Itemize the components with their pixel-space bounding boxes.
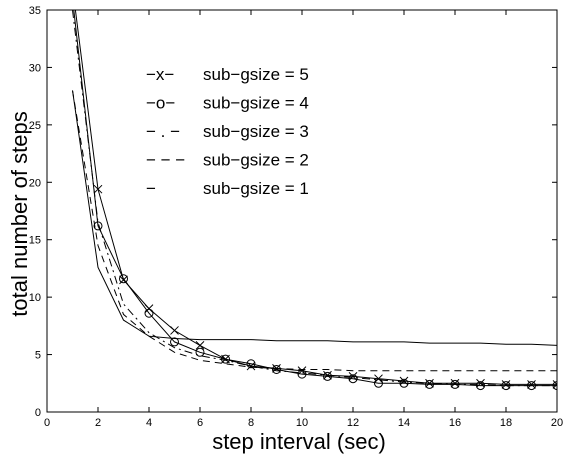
- y-tick-label: 0: [35, 407, 41, 419]
- x-tick-label: 16: [449, 417, 461, 429]
- data-point-x: [170, 326, 179, 335]
- y-tick-label: 20: [29, 177, 41, 189]
- legend-label: sub−gsize = 4: [203, 94, 309, 113]
- y-tick-label: 15: [29, 235, 41, 247]
- y-tick-label: 30: [29, 62, 41, 74]
- data-point-x: [195, 341, 205, 350]
- data-point-x: [527, 380, 536, 389]
- data-point-o: [399, 378, 409, 388]
- data-point-o: [374, 378, 383, 388]
- data-point-o: [246, 359, 256, 369]
- x-tick-label: 4: [146, 417, 152, 429]
- data-point-o: [297, 369, 307, 379]
- data-point-x: [450, 378, 460, 388]
- x-tick-label: 12: [347, 417, 359, 429]
- x-tick-label: 0: [44, 417, 50, 429]
- y-tick-label: 35: [29, 5, 41, 17]
- y-tick-label: 25: [29, 120, 41, 132]
- data-point-x: [93, 184, 103, 194]
- y-axis-title: total number of steps: [7, 111, 32, 316]
- legend-item: −x− sub−gsize = 5: [146, 65, 309, 84]
- x-tick-label: 18: [500, 417, 512, 429]
- legend-symbol: − . −: [146, 122, 180, 141]
- legend-label: sub−gsize = 2: [203, 151, 309, 170]
- series-3: [72, 10, 557, 387]
- legend-symbol: −o−: [146, 94, 175, 113]
- data-point-x: [374, 374, 383, 384]
- series-5: [72, 90, 557, 346]
- data-point-o: [195, 347, 205, 357]
- data-point-o: [93, 221, 103, 231]
- data-point-o: [272, 365, 281, 375]
- series-line: [72, 90, 557, 372]
- data-point-x: [144, 304, 154, 313]
- data-point-o: [476, 381, 485, 391]
- x-tick-label: 20: [551, 417, 563, 429]
- data-point-o: [170, 337, 179, 347]
- y-tick-label: 10: [29, 292, 41, 304]
- legend-symbol: −x−: [146, 65, 174, 84]
- data-point-o: [119, 274, 128, 284]
- data-point-o: [348, 374, 358, 384]
- x-tick-label: 8: [248, 417, 254, 429]
- data-point-o: [144, 308, 154, 318]
- series-line: [72, 10, 557, 387]
- series-group: [72, 10, 557, 391]
- data-point-x: [552, 380, 557, 389]
- data-point-o: [425, 379, 434, 389]
- legend-label: sub−gsize = 3: [203, 122, 309, 141]
- x-tick-label: 10: [296, 417, 308, 429]
- data-point-o: [323, 371, 332, 381]
- legend-item: − − − sub−gsize = 2: [146, 151, 309, 170]
- y-tick-label: 5: [35, 350, 41, 362]
- x-tick-label: 6: [197, 417, 203, 429]
- x-axis-title: step interval (sec): [212, 429, 386, 454]
- x-tick-label: 14: [398, 417, 410, 429]
- legend-label: sub−gsize = 1: [203, 179, 309, 198]
- legend-label: sub−gsize = 5: [203, 65, 309, 84]
- x-tick-label: 2: [95, 417, 101, 429]
- legend-item: − sub−gsize = 1: [146, 179, 309, 198]
- data-point-o: [552, 381, 557, 391]
- series-line: [72, 90, 557, 346]
- legend-item: − . − sub−gsize = 3: [146, 122, 309, 141]
- legend-item: −o− sub−gsize = 4: [146, 94, 309, 113]
- axes-group: 0 2 4 6 8 10 12 14 16 18 20 0 5 10 15 20 25 30 35: [29, 5, 563, 429]
- legend-symbol: −: [146, 179, 156, 198]
- legend-symbol: − − −: [146, 151, 185, 170]
- series-4: [72, 90, 557, 372]
- legend: −x− sub−gsize = 5 −o− sub−gsize = 4 − . − sub…: [146, 65, 309, 198]
- data-point-x: [501, 380, 511, 389]
